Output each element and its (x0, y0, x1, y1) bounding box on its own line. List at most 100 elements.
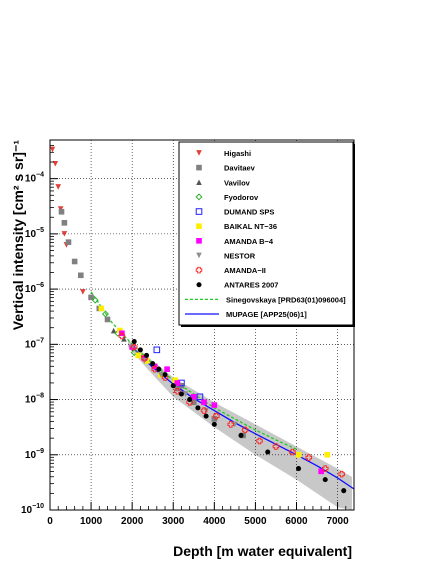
legend-label: Sinegovskaya [PRD63(01)096004] (226, 295, 346, 304)
legend-marker (195, 208, 203, 215)
point-amanda-b-4 (164, 366, 170, 372)
point-amanda-ii (289, 448, 296, 456)
x-tick-label: 2000 (121, 516, 144, 527)
legend-marker (196, 179, 202, 186)
point-amanda-ii (272, 443, 280, 450)
legend-label: AMANDA−II (224, 266, 266, 275)
point-amanda-ii (130, 343, 138, 351)
y-tick-label: 10−5 (25, 227, 44, 240)
x-tick-label: 0 (47, 516, 53, 527)
point-amanda-ii (256, 437, 263, 445)
point-antares-2007 (131, 339, 137, 345)
legend-label: BAIKAL NT−36 (224, 222, 277, 231)
legend-marker (196, 223, 202, 229)
axis-ticks: 0 1000 2000 3000 4000 5000 6000 7000 10−10 10−9 10… (21, 139, 349, 527)
point-dumand-sps (196, 393, 204, 401)
point-amanda-b-4 (201, 399, 207, 406)
legend-marker (195, 193, 203, 201)
point-antares-2007 (341, 488, 347, 494)
point-vavilov (121, 336, 127, 342)
x-tick-label: 1000 (80, 516, 103, 527)
curve-mupage (131, 346, 355, 490)
point-vavilov (110, 327, 117, 334)
x-tick-label: 6000 (285, 516, 308, 527)
point-amanda-b-4 (190, 393, 197, 400)
point-amanda-ii (200, 407, 208, 414)
y-axis-label: Vertical intensity [cm² s sr]⁻¹ (10, 140, 26, 331)
point-antares-2007 (162, 372, 168, 378)
point-antares-2007 (322, 477, 328, 483)
legend-marker (196, 282, 202, 288)
point-amanda-b-4 (174, 380, 181, 386)
point-fyodorov (101, 310, 109, 318)
point-antares-2007 (170, 383, 176, 389)
y-tick-label: 10−9 (25, 448, 44, 461)
point-antares-2007 (265, 449, 271, 455)
legend-marker (196, 164, 202, 171)
x-tick-label: 4000 (203, 516, 226, 527)
point-higashi (80, 289, 86, 295)
legend-label: MUPAGE [APP25(06)1] (226, 310, 307, 319)
y-tick-label: 10−7 (25, 337, 44, 350)
point-antares-2007 (178, 391, 184, 397)
point-nestor (129, 344, 135, 350)
legend-box (178, 141, 354, 326)
legend-label: Fyodorov (224, 193, 259, 202)
point-amanda-ii (305, 454, 313, 461)
x-tick-label: 3000 (162, 516, 185, 527)
x-tick-label: 7000 (326, 516, 349, 527)
point-amanda-ii (174, 388, 181, 395)
point-amanda-ii (241, 426, 249, 434)
point-antares-2007 (156, 366, 162, 372)
point-amanda-ii (151, 365, 159, 373)
point-baikal-nt-36 (98, 305, 105, 312)
point-amanda-b-4 (211, 402, 218, 408)
point-fyodorov (130, 349, 138, 357)
point-amanda-b-4 (318, 468, 324, 475)
legend-marker (195, 266, 203, 274)
point-dumand-sps (153, 346, 161, 354)
legend-label: DUMAND SPS (224, 208, 274, 217)
y-tick-label: 10−10 (21, 503, 44, 516)
point-amanda-ii (227, 421, 235, 428)
point-davitaev (190, 399, 197, 406)
legend-marker (196, 252, 202, 259)
point-davitaev (58, 208, 65, 215)
legend: Higashi Davitaev Vavilov Fyodorov DUMAND SPS… (178, 141, 355, 327)
point-antares-2007 (195, 405, 201, 411)
point-davitaev (65, 239, 72, 245)
point-nestor (203, 407, 209, 414)
y-tick-label: 10−8 (25, 393, 44, 406)
point-nestor (182, 391, 189, 397)
point-amanda-ii (118, 332, 126, 340)
point-antares-2007 (296, 466, 302, 472)
point-antares-2007 (144, 352, 150, 358)
point-higashi (61, 231, 68, 237)
legend-label: Higashi (224, 149, 251, 158)
legend-label: Vavilov (224, 178, 251, 187)
x-tick-label: 5000 (244, 516, 267, 527)
point-nestor (158, 371, 164, 378)
y-tick-label: 10−6 (25, 282, 44, 295)
point-davitaev (211, 416, 218, 422)
point-davitaev (104, 316, 111, 323)
legend-label: NESTOR (224, 251, 256, 260)
data-points (49, 146, 347, 494)
legend-label: Davitaev (224, 164, 256, 173)
legend-label: AMANDA B−4 (224, 237, 274, 246)
point-antares-2007 (187, 397, 193, 403)
point-fyodorov (91, 296, 99, 304)
point-amanda-ii (338, 470, 345, 478)
point-amanda-ii (213, 412, 220, 420)
point-baikal-nt-36 (324, 451, 331, 458)
legend-marker (196, 238, 202, 244)
point-antares-2007 (211, 421, 217, 427)
point-davitaev (78, 272, 84, 279)
legend-label: ANTARES 2007 (224, 281, 278, 290)
point-antares-2007 (137, 347, 143, 353)
point-antares-2007 (203, 413, 209, 419)
point-antares-2007 (238, 432, 244, 438)
point-amanda-ii (321, 465, 329, 472)
point-davitaev (88, 294, 94, 301)
